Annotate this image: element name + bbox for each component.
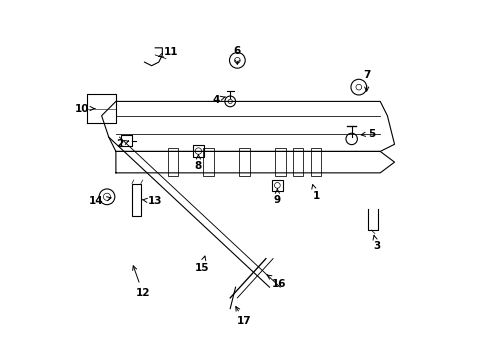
Text: 13: 13 bbox=[142, 197, 162, 206]
Text: 12: 12 bbox=[132, 266, 150, 297]
Bar bbox=[310, 148, 321, 176]
Text: 14: 14 bbox=[89, 197, 111, 206]
Text: 2: 2 bbox=[116, 139, 128, 149]
Bar bbox=[239, 148, 249, 176]
Text: 10: 10 bbox=[75, 104, 95, 113]
Text: 6: 6 bbox=[233, 46, 241, 64]
Text: 11: 11 bbox=[158, 47, 178, 57]
Text: 1: 1 bbox=[311, 185, 319, 201]
Bar bbox=[167, 148, 178, 176]
Text: 5: 5 bbox=[361, 129, 374, 139]
Text: 17: 17 bbox=[235, 307, 251, 326]
Text: 3: 3 bbox=[372, 235, 380, 251]
Bar bbox=[203, 148, 214, 176]
Text: 9: 9 bbox=[273, 189, 280, 204]
Text: 16: 16 bbox=[266, 275, 286, 289]
Text: 8: 8 bbox=[194, 155, 202, 171]
Text: 7: 7 bbox=[362, 69, 369, 91]
Bar bbox=[292, 148, 303, 176]
Bar bbox=[192, 145, 203, 157]
Bar bbox=[271, 180, 282, 191]
Text: 15: 15 bbox=[194, 256, 208, 273]
Bar bbox=[132, 184, 141, 216]
Text: 4: 4 bbox=[212, 95, 224, 105]
Bar bbox=[274, 148, 285, 176]
